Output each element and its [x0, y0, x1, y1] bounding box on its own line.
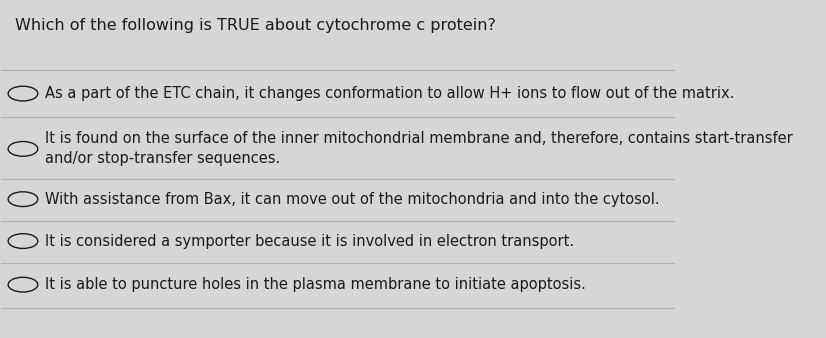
Text: It is found on the surface of the inner mitochondrial membrane and, therefore, c: It is found on the surface of the inner …	[45, 131, 793, 166]
Text: Which of the following is TRUE about cytochrome c protein?: Which of the following is TRUE about cyt…	[15, 18, 496, 33]
Text: It is able to puncture holes in the plasma membrane to initiate apoptosis.: It is able to puncture holes in the plas…	[45, 277, 586, 292]
Text: As a part of the ETC chain, it changes conformation to allow H+ ions to flow out: As a part of the ETC chain, it changes c…	[45, 86, 734, 101]
Text: It is considered a symporter because it is involved in electron transport.: It is considered a symporter because it …	[45, 234, 574, 248]
Text: With assistance from Bax, it can move out of the mitochondria and into the cytos: With assistance from Bax, it can move ou…	[45, 192, 660, 207]
